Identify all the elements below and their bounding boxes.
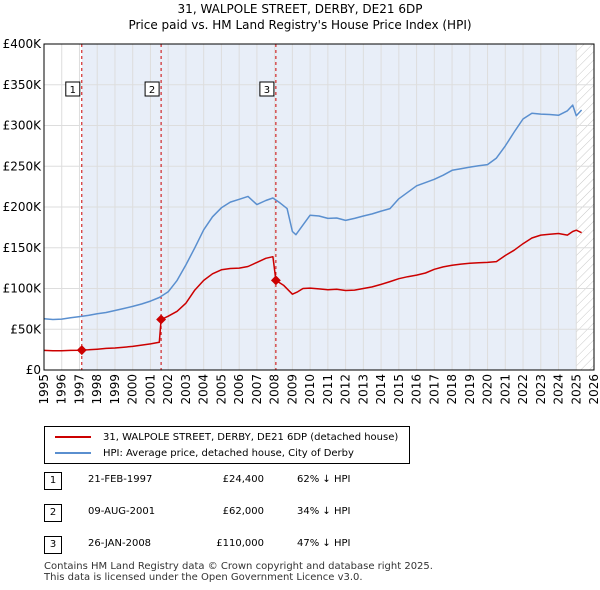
x-tick-label: 2001 xyxy=(143,374,157,405)
x-tick-label: 2024 xyxy=(552,374,566,405)
x-tick-label: 2020 xyxy=(481,374,495,405)
sale-hpi-diff: 62% ↓ HPI xyxy=(297,474,351,485)
x-tick-label: 1997 xyxy=(72,374,86,405)
legend-label-property: 31, WALPOLE STREET, DERBY, DE21 6DP (det… xyxy=(103,431,399,443)
sale-date: 21-FEB-1997 xyxy=(88,474,153,485)
chart-title: 31, WALPOLE STREET, DERBY, DE21 6DP xyxy=(177,2,423,16)
legend-item-hpi: HPI: Average price, detached house, City… xyxy=(55,445,354,461)
legend-label-hpi: HPI: Average price, detached house, City… xyxy=(103,447,354,459)
x-tick-label: 2008 xyxy=(268,374,282,405)
x-tick-label: 2019 xyxy=(463,374,477,405)
x-tick-label: 1995 xyxy=(37,374,51,405)
sale-price: £24,400 xyxy=(222,474,264,485)
sale-number-label: 1 xyxy=(70,85,76,96)
x-tick-label: 2012 xyxy=(339,374,353,405)
legend-item-property: 31, WALPOLE STREET, DERBY, DE21 6DP (det… xyxy=(55,429,398,445)
x-tick-label: 2026 xyxy=(587,374,600,405)
sale-number-label: 3 xyxy=(264,85,270,96)
y-tick-label: £200K xyxy=(3,200,43,214)
x-tick-label: 2013 xyxy=(356,374,370,405)
sale-date: 26-JAN-2008 xyxy=(88,538,152,549)
sale-number-badge: 1 xyxy=(44,472,62,490)
sale-number-badge: 2 xyxy=(44,504,62,522)
hpi-line xyxy=(43,104,583,321)
x-tick-label: 2011 xyxy=(321,374,335,405)
x-tick-label: 2004 xyxy=(197,374,211,405)
x-tick-label: 2016 xyxy=(410,374,424,405)
sale-number-box xyxy=(259,81,275,97)
sale-number-box xyxy=(144,81,160,97)
sale-date: 09-AUG-2001 xyxy=(88,506,156,517)
sale-point xyxy=(270,275,281,286)
x-tick-label: 2022 xyxy=(516,374,530,405)
x-tick-label: 2025 xyxy=(569,374,583,405)
y-tick-label: £300K xyxy=(3,119,43,133)
y-tick-label: £0 xyxy=(26,363,41,377)
y-tick-label: £100K xyxy=(3,282,43,296)
x-tick-label: 2007 xyxy=(250,374,264,405)
x-tick-label: 1996 xyxy=(55,374,69,405)
legend-swatch-hpi xyxy=(55,452,91,454)
x-tick-label: 2005 xyxy=(214,374,228,405)
x-tick-label: 2018 xyxy=(445,374,459,405)
sale-hpi-diff: 34% ↓ HPI xyxy=(297,506,351,517)
legend-swatch-property xyxy=(55,436,91,438)
x-tick-label: 2003 xyxy=(179,374,193,405)
footer-licence: This data is licensed under the Open Gov… xyxy=(44,572,363,583)
x-tick-label: 1998 xyxy=(90,374,104,405)
x-tick-label: 1999 xyxy=(108,374,122,405)
y-tick-label: £150K xyxy=(3,241,43,255)
x-tick-label: 2009 xyxy=(285,374,299,405)
x-tick-label: 2021 xyxy=(498,374,512,405)
x-tick-label: 2000 xyxy=(126,374,140,405)
table-row: 2 09-AUG-2001 £62,000 34% ↓ HPI xyxy=(44,504,444,522)
x-tick-label: 2014 xyxy=(374,374,388,405)
footer-copyright: Contains HM Land Registry data © Crown c… xyxy=(44,561,433,572)
y-tick-label: £250K xyxy=(3,159,43,173)
chart-subtitle: Price paid vs. HM Land Registry's House … xyxy=(128,18,472,32)
chart-legend: 31, WALPOLE STREET, DERBY, DE21 6DP (det… xyxy=(44,426,410,464)
y-tick-label: £50K xyxy=(10,322,42,336)
y-tick-label: £350K xyxy=(3,78,43,92)
sale-point xyxy=(156,314,167,325)
plot-frame xyxy=(43,43,595,371)
y-tick-label: £400K xyxy=(3,37,43,51)
table-row: 1 21-FEB-1997 £24,400 62% ↓ HPI xyxy=(44,472,444,490)
sale-number-box xyxy=(65,81,81,97)
sale-number-badge: 3 xyxy=(44,536,62,554)
sale-hpi-diff: 47% ↓ HPI xyxy=(297,538,351,549)
x-tick-label: 2006 xyxy=(232,374,246,405)
sale-price: £110,000 xyxy=(216,538,264,549)
x-tick-label: 2002 xyxy=(161,374,175,405)
property-price-line xyxy=(43,229,582,352)
sale-number-label: 2 xyxy=(149,85,155,96)
x-tick-label: 2017 xyxy=(427,374,441,405)
table-row: 3 26-JAN-2008 £110,000 47% ↓ HPI xyxy=(44,536,444,554)
x-tick-label: 2015 xyxy=(392,374,406,405)
sale-price: £62,000 xyxy=(222,506,264,517)
x-tick-label: 2023 xyxy=(534,374,548,405)
footer-attribution: Contains HM Land Registry data © Crown c… xyxy=(44,561,433,583)
x-tick-label: 2010 xyxy=(303,374,317,405)
